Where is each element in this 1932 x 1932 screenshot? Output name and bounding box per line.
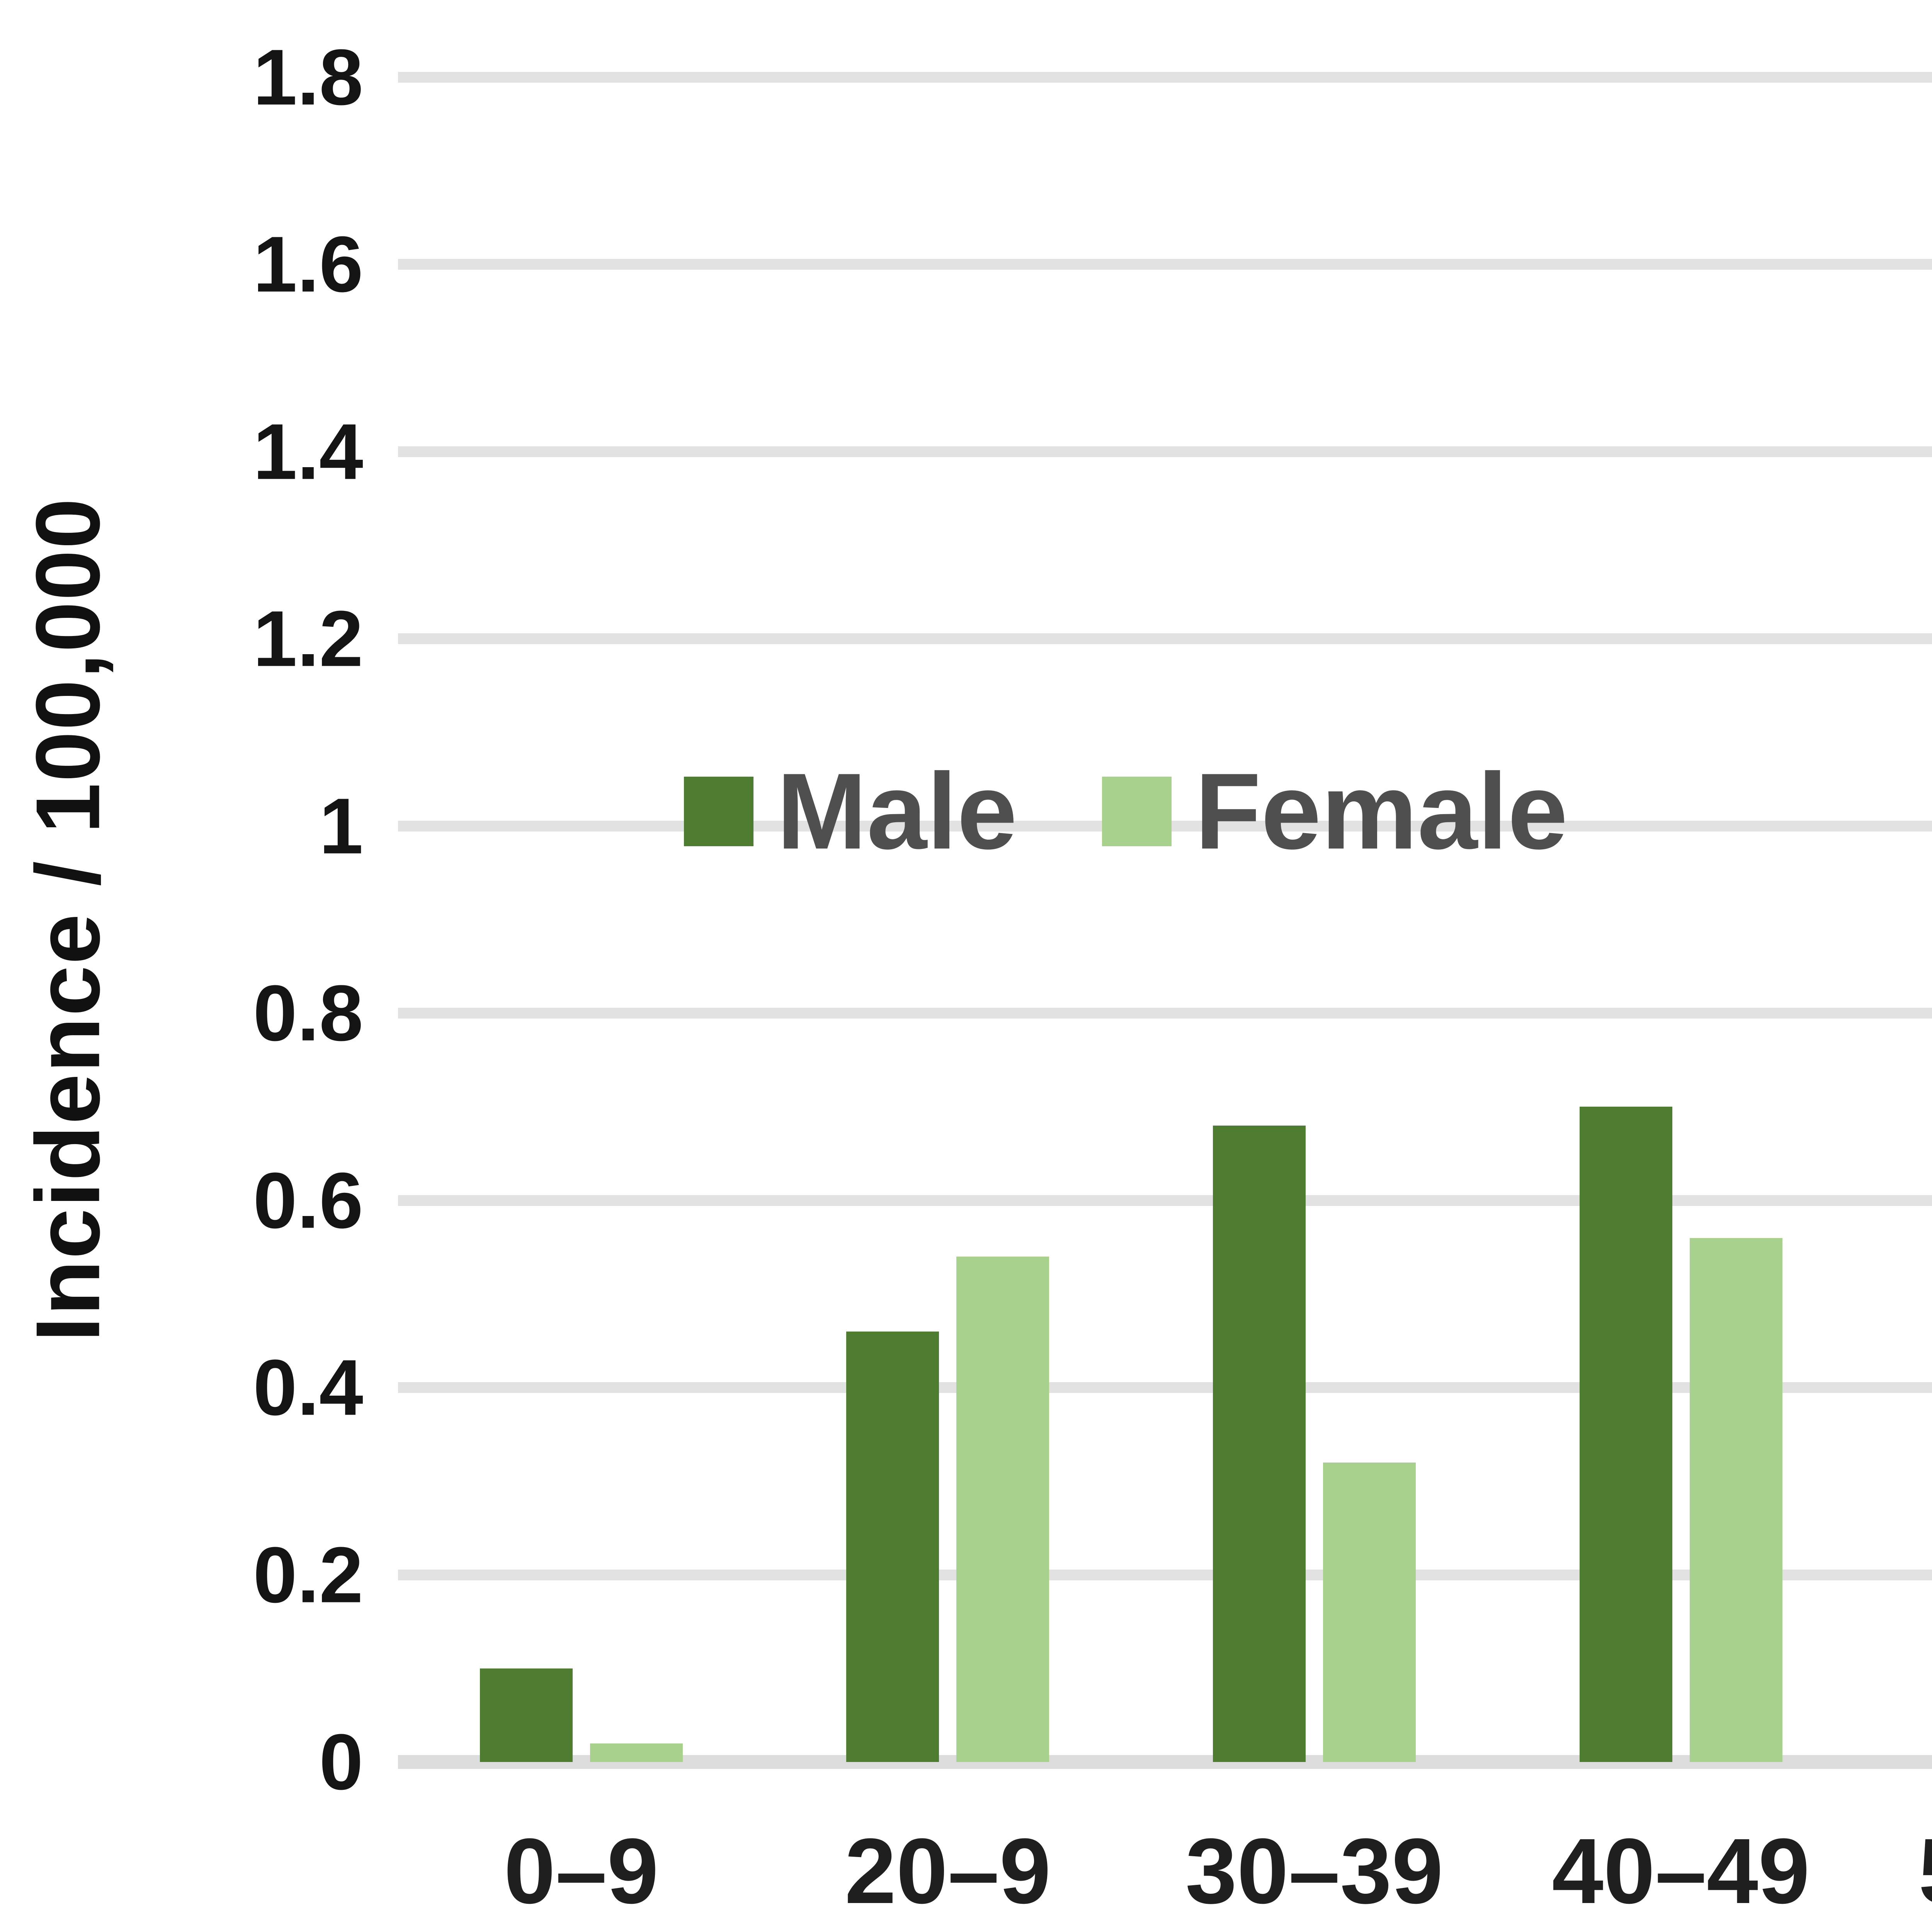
gridline [398,72,1932,83]
gridline [398,259,1932,270]
bar-male-0–9 [480,1668,573,1762]
x-tick-label: 20–9 [844,1819,1051,1923]
bar-male-40–49 [1579,1107,1672,1762]
y-tick-label: 1.4 [253,407,363,496]
y-tick-label: 0.2 [253,1531,363,1619]
legend-label-male: Male [777,751,1017,872]
bar-groups [398,77,1932,1762]
x-tick-label: 40–49 [1552,1819,1810,1923]
y-tick-label: 0.4 [253,1343,363,1432]
legend-item-male: Male [684,757,1017,866]
y-tick-label: 1.8 [253,33,363,122]
bar-group [1864,77,1932,1762]
legend: Male Female [684,757,1568,866]
legend-item-female: Female [1102,757,1568,866]
bar-group [1131,77,1498,1762]
bar-male-20–9 [846,1331,939,1762]
bar-group [398,77,765,1762]
gridline [398,633,1932,645]
y-tick-label: 0.6 [253,1156,363,1245]
bar-group [1498,77,1864,1762]
x-tick-label: 30–39 [1185,1819,1444,1923]
bar-male-30–39 [1213,1125,1306,1762]
y-tick-label: 0 [319,1718,363,1806]
gridline [398,1569,1932,1580]
legend-swatch-female-icon [1102,777,1172,846]
legend-swatch-male-icon [684,777,753,846]
y-tick-label: 0.8 [253,969,363,1058]
y-axis-tick-labels: 1.8 1.6 1.4 1.2 1 0.8 0.6 0.4 0.2 0 [0,38,363,1802]
gridline [398,446,1932,457]
y-tick-label: 1 [319,782,363,871]
plot-area: Male Female [398,72,1932,1769]
bar-female-30–39 [1323,1462,1416,1762]
bar-female-40–49 [1689,1238,1782,1762]
gridline [398,1382,1932,1393]
bar-female-0–9 [590,1743,683,1762]
y-tick-label: 1.2 [253,594,363,683]
gridline [398,1195,1932,1206]
bar-female-20–9 [956,1257,1049,1762]
legend-label-female: Female [1195,751,1568,872]
bar-group [765,77,1131,1762]
x-tick-label: 0–9 [504,1819,659,1923]
x-tick-label: 50–59 [1864,1820,1932,1922]
y-tick-label: 1.6 [253,220,363,309]
gridline [398,1008,1932,1019]
